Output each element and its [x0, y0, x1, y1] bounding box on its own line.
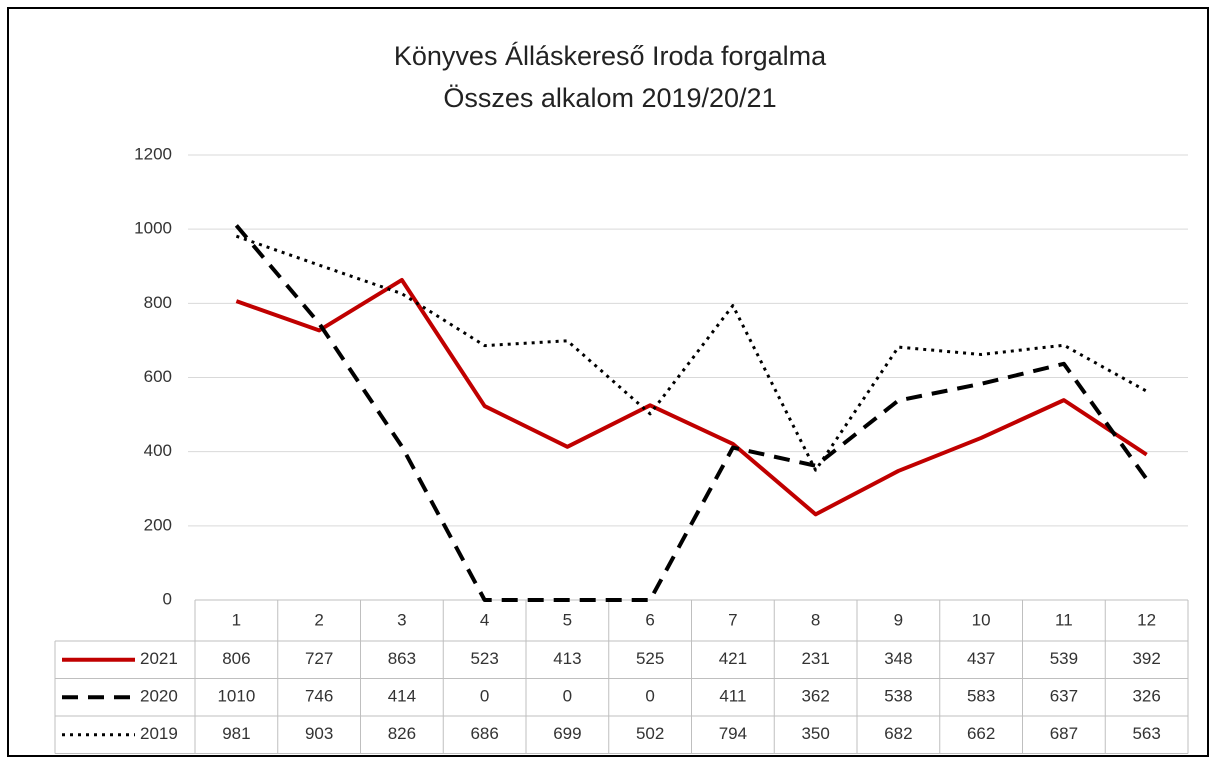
y-tick-label: 400	[144, 441, 172, 460]
table-cell: 746	[305, 687, 333, 706]
table-cell: 0	[480, 687, 489, 706]
y-tick-label: 800	[144, 293, 172, 312]
series-line	[234, 224, 1149, 602]
table-cell: 326	[1132, 687, 1160, 706]
x-tick-label: 6	[645, 610, 654, 629]
table-cell: 903	[305, 724, 333, 743]
x-tick-label: 3	[397, 610, 406, 629]
x-tick-label: 2	[314, 610, 323, 629]
table-cell: 421	[719, 649, 747, 668]
x-tick-label: 10	[972, 610, 991, 629]
y-tick-label: 200	[144, 515, 172, 534]
table-cell: 583	[967, 687, 995, 706]
x-tick-label: 12	[1137, 610, 1156, 629]
table-cell: 563	[1132, 724, 1160, 743]
table-cell: 350	[801, 724, 829, 743]
chart-title: Könyves Álláskereső Iroda forgalma	[394, 41, 827, 71]
table-cell: 699	[553, 724, 581, 743]
y-tick-label: 0	[163, 589, 172, 608]
legend-label: 2019	[140, 724, 178, 743]
table-cell: 1010	[217, 687, 255, 706]
table-cell: 538	[884, 687, 912, 706]
table-cell: 727	[305, 649, 333, 668]
table-cell: 806	[222, 649, 250, 668]
table-cell: 413	[553, 649, 581, 668]
chart-subtitle: Összes alkalom 2019/20/21	[443, 83, 776, 113]
x-tick-label: 7	[728, 610, 737, 629]
table-cell: 348	[884, 649, 912, 668]
table-cell: 863	[388, 649, 416, 668]
table-cell: 411	[719, 687, 746, 706]
table-cell: 539	[1050, 649, 1078, 668]
table-cell: 502	[636, 724, 664, 743]
x-tick-label: 4	[480, 610, 489, 629]
table-cell: 523	[470, 649, 498, 668]
x-tick-label: 11	[1055, 610, 1073, 629]
table-cell: 686	[470, 724, 498, 743]
x-tick-label: 9	[894, 610, 903, 629]
table-cell: 437	[967, 649, 995, 668]
table-cell: 826	[388, 724, 416, 743]
y-tick-label: 1200	[134, 144, 172, 163]
table-cell: 231	[801, 649, 829, 668]
table-cell: 794	[719, 724, 747, 743]
chart-frame	[7, 7, 1209, 757]
table-cell: 682	[884, 724, 912, 743]
table-cell: 0	[563, 687, 572, 706]
x-tick-label: 8	[811, 610, 820, 629]
legend-label: 2021	[140, 649, 178, 668]
x-tick-label: 1	[232, 610, 241, 629]
table-cell: 525	[636, 649, 664, 668]
y-tick-label: 600	[144, 367, 172, 386]
table-cell: 687	[1050, 724, 1078, 743]
table-cell: 662	[967, 724, 995, 743]
table-cell: 637	[1050, 687, 1078, 706]
table-cell: 981	[222, 724, 250, 743]
table-cell: 0	[645, 687, 654, 706]
y-tick-label: 1000	[134, 219, 172, 238]
table-cell: 414	[388, 687, 416, 706]
table-cell: 392	[1132, 649, 1160, 668]
x-tick-label: 5	[563, 610, 572, 629]
series-line	[235, 234, 1148, 472]
legend-label: 2020	[140, 687, 178, 706]
table-cell: 362	[801, 687, 829, 706]
